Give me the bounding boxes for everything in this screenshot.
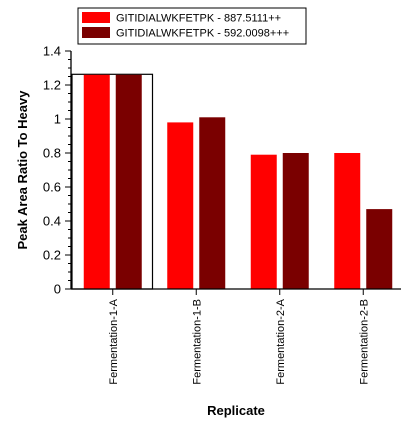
legend-box xyxy=(77,7,307,45)
bar-fermentation-2-a-series-2[interactable] xyxy=(282,153,309,289)
legend-swatch xyxy=(82,27,110,38)
x-tick-label: Fermentation-1-A xyxy=(108,298,120,384)
y-tick-label: 0.6 xyxy=(43,180,61,195)
bar-fermentation-2-a-series-1[interactable] xyxy=(250,154,277,289)
y-tick-label: 1 xyxy=(54,112,61,127)
x-tick-label: Fermentation-1-B xyxy=(191,299,203,385)
bars xyxy=(83,74,393,290)
bar-fermentation-1-a-series-2[interactable] xyxy=(115,74,142,289)
y-axis: 0 0.2 0.4 0.6 0.8 1 1.2 1.4 xyxy=(43,44,72,297)
bar-fermentation-1-b-series-2[interactable] xyxy=(199,117,226,289)
y-tick-label: 0.4 xyxy=(43,214,61,229)
bar-fermentation-2-b-series-2[interactable] xyxy=(366,209,393,289)
y-tick-label: 0.2 xyxy=(43,248,61,263)
y-tick-label: 0 xyxy=(54,282,61,297)
legend: GITIDIALWKFETPK - 887.5111++ GITIDIALWKFE… xyxy=(77,7,307,45)
x-axis: Fermentation-1-A Fermentation-1-B Fermenta… xyxy=(71,288,401,385)
y-tick-label: 1.2 xyxy=(43,78,61,93)
bar-fermentation-1-a-series-1[interactable] xyxy=(83,74,110,289)
y-tick-label: 1.4 xyxy=(43,44,61,59)
x-axis-title: Replicate xyxy=(207,403,265,418)
y-axis-title: Peak Area Ratio To Heavy xyxy=(15,90,30,250)
y-tick-label: 0.8 xyxy=(43,146,61,161)
x-tick-label: Fermentation-2-A xyxy=(275,298,287,384)
legend-label: GITIDIALWKFETPK - 592.0098+++ xyxy=(116,28,289,40)
x-tick-label: Fermentation-2-B xyxy=(358,299,370,385)
bar-fermentation-1-b-series-1[interactable] xyxy=(167,122,194,290)
bar-fermentation-2-b-series-1[interactable] xyxy=(334,153,361,289)
legend-swatch xyxy=(82,12,110,23)
legend-label: GITIDIALWKFETPK - 887.5111++ xyxy=(116,13,281,25)
